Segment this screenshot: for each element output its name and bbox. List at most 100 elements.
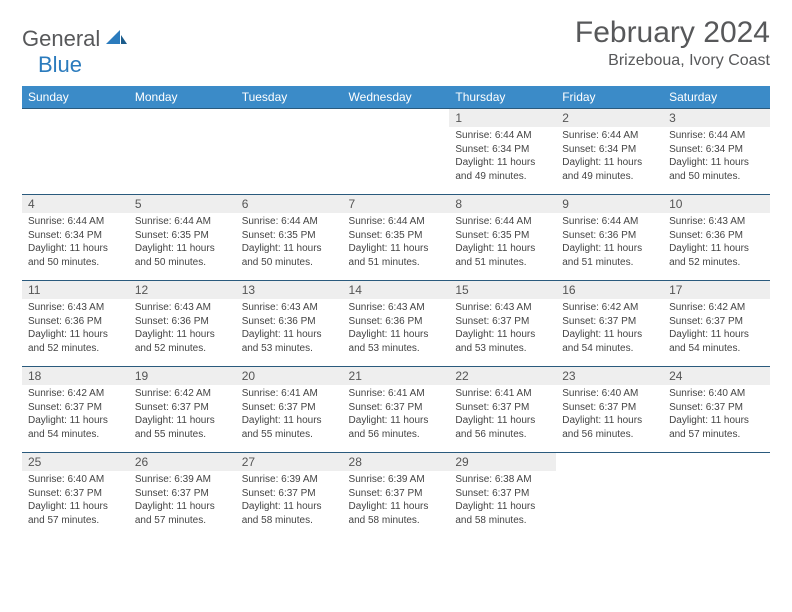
day-info: Sunrise: 6:41 AMSunset: 6:37 PMDaylight:… (343, 385, 450, 443)
day-number: 22 (449, 367, 556, 385)
day-info: Sunrise: 6:44 AMSunset: 6:34 PMDaylight:… (22, 213, 129, 271)
day-info: Sunrise: 6:43 AMSunset: 6:36 PMDaylight:… (129, 299, 236, 357)
calendar-cell: 6Sunrise: 6:44 AMSunset: 6:35 PMDaylight… (236, 195, 343, 281)
day-number: 29 (449, 453, 556, 471)
day-number: 2 (556, 109, 663, 127)
weekday-saturday: Saturday (663, 86, 770, 109)
day-info: Sunrise: 6:44 AMSunset: 6:35 PMDaylight:… (236, 213, 343, 271)
calendar-cell: 7Sunrise: 6:44 AMSunset: 6:35 PMDaylight… (343, 195, 450, 281)
day-info: Sunrise: 6:44 AMSunset: 6:36 PMDaylight:… (556, 213, 663, 271)
calendar-cell: 10Sunrise: 6:43 AMSunset: 6:36 PMDayligh… (663, 195, 770, 281)
day-info: Sunrise: 6:43 AMSunset: 6:36 PMDaylight:… (663, 213, 770, 271)
day-info: Sunrise: 6:39 AMSunset: 6:37 PMDaylight:… (129, 471, 236, 529)
day-info: Sunrise: 6:41 AMSunset: 6:37 PMDaylight:… (449, 385, 556, 443)
month-title: February 2024 (575, 16, 770, 50)
day-info: Sunrise: 6:38 AMSunset: 6:37 PMDaylight:… (449, 471, 556, 529)
calendar-cell: 29Sunrise: 6:38 AMSunset: 6:37 PMDayligh… (449, 453, 556, 539)
location-label: Brizeboua, Ivory Coast (575, 52, 770, 70)
calendar-cell (343, 109, 450, 195)
calendar-cell: 26Sunrise: 6:39 AMSunset: 6:37 PMDayligh… (129, 453, 236, 539)
day-number: 13 (236, 281, 343, 299)
calendar-cell: 9Sunrise: 6:44 AMSunset: 6:36 PMDaylight… (556, 195, 663, 281)
calendar-cell (236, 109, 343, 195)
day-info: Sunrise: 6:40 AMSunset: 6:37 PMDaylight:… (556, 385, 663, 443)
calendar-cell: 16Sunrise: 6:42 AMSunset: 6:37 PMDayligh… (556, 281, 663, 367)
calendar-cell: 28Sunrise: 6:39 AMSunset: 6:37 PMDayligh… (343, 453, 450, 539)
day-number: 24 (663, 367, 770, 385)
weekday-wednesday: Wednesday (343, 86, 450, 109)
calendar-cell: 20Sunrise: 6:41 AMSunset: 6:37 PMDayligh… (236, 367, 343, 453)
calendar-cell: 18Sunrise: 6:42 AMSunset: 6:37 PMDayligh… (22, 367, 129, 453)
day-info: Sunrise: 6:44 AMSunset: 6:34 PMDaylight:… (556, 127, 663, 185)
day-info: Sunrise: 6:43 AMSunset: 6:36 PMDaylight:… (236, 299, 343, 357)
calendar-cell: 22Sunrise: 6:41 AMSunset: 6:37 PMDayligh… (449, 367, 556, 453)
day-number: 3 (663, 109, 770, 127)
day-number: 16 (556, 281, 663, 299)
calendar-cell: 2Sunrise: 6:44 AMSunset: 6:34 PMDaylight… (556, 109, 663, 195)
day-number: 6 (236, 195, 343, 213)
weekday-monday: Monday (129, 86, 236, 109)
day-info: Sunrise: 6:41 AMSunset: 6:37 PMDaylight:… (236, 385, 343, 443)
day-info: Sunrise: 6:43 AMSunset: 6:36 PMDaylight:… (22, 299, 129, 357)
calendar-cell: 12Sunrise: 6:43 AMSunset: 6:36 PMDayligh… (129, 281, 236, 367)
day-number: 17 (663, 281, 770, 299)
day-number: 5 (129, 195, 236, 213)
calendar-cell (663, 453, 770, 539)
calendar-table: Sunday Monday Tuesday Wednesday Thursday… (22, 86, 770, 539)
calendar-cell: 13Sunrise: 6:43 AMSunset: 6:36 PMDayligh… (236, 281, 343, 367)
calendar-cell (129, 109, 236, 195)
day-info: Sunrise: 6:44 AMSunset: 6:35 PMDaylight:… (449, 213, 556, 271)
day-info: Sunrise: 6:40 AMSunset: 6:37 PMDaylight:… (663, 385, 770, 443)
calendar-cell: 19Sunrise: 6:42 AMSunset: 6:37 PMDayligh… (129, 367, 236, 453)
calendar-cell (22, 109, 129, 195)
day-number: 9 (556, 195, 663, 213)
day-number: 19 (129, 367, 236, 385)
logo: General (22, 26, 132, 52)
calendar-cell: 25Sunrise: 6:40 AMSunset: 6:37 PMDayligh… (22, 453, 129, 539)
day-info: Sunrise: 6:42 AMSunset: 6:37 PMDaylight:… (663, 299, 770, 357)
calendar-cell: 4Sunrise: 6:44 AMSunset: 6:34 PMDaylight… (22, 195, 129, 281)
day-info: Sunrise: 6:42 AMSunset: 6:37 PMDaylight:… (556, 299, 663, 357)
calendar-row: 18Sunrise: 6:42 AMSunset: 6:37 PMDayligh… (22, 367, 770, 453)
calendar-cell: 21Sunrise: 6:41 AMSunset: 6:37 PMDayligh… (343, 367, 450, 453)
day-number: 4 (22, 195, 129, 213)
day-number: 18 (22, 367, 129, 385)
day-number: 20 (236, 367, 343, 385)
day-info: Sunrise: 6:42 AMSunset: 6:37 PMDaylight:… (22, 385, 129, 443)
calendar-row: 4Sunrise: 6:44 AMSunset: 6:34 PMDaylight… (22, 195, 770, 281)
day-info: Sunrise: 6:43 AMSunset: 6:37 PMDaylight:… (449, 299, 556, 357)
weekday-tuesday: Tuesday (236, 86, 343, 109)
calendar-row: 1Sunrise: 6:44 AMSunset: 6:34 PMDaylight… (22, 109, 770, 195)
day-number: 8 (449, 195, 556, 213)
calendar-cell: 24Sunrise: 6:40 AMSunset: 6:37 PMDayligh… (663, 367, 770, 453)
calendar-cell: 14Sunrise: 6:43 AMSunset: 6:36 PMDayligh… (343, 281, 450, 367)
day-info: Sunrise: 6:44 AMSunset: 6:35 PMDaylight:… (129, 213, 236, 271)
day-number: 14 (343, 281, 450, 299)
calendar-cell: 1Sunrise: 6:44 AMSunset: 6:34 PMDaylight… (449, 109, 556, 195)
day-info: Sunrise: 6:44 AMSunset: 6:34 PMDaylight:… (663, 127, 770, 185)
day-number: 23 (556, 367, 663, 385)
calendar-cell (556, 453, 663, 539)
calendar-cell: 8Sunrise: 6:44 AMSunset: 6:35 PMDaylight… (449, 195, 556, 281)
day-number: 12 (129, 281, 236, 299)
calendar-cell: 23Sunrise: 6:40 AMSunset: 6:37 PMDayligh… (556, 367, 663, 453)
logo-text-general: General (22, 26, 100, 52)
day-number: 21 (343, 367, 450, 385)
day-number: 11 (22, 281, 129, 299)
day-info: Sunrise: 6:40 AMSunset: 6:37 PMDaylight:… (22, 471, 129, 529)
day-info: Sunrise: 6:44 AMSunset: 6:35 PMDaylight:… (343, 213, 450, 271)
day-info: Sunrise: 6:39 AMSunset: 6:37 PMDaylight:… (236, 471, 343, 529)
day-number: 7 (343, 195, 450, 213)
logo-sail-icon (104, 28, 128, 51)
day-info: Sunrise: 6:43 AMSunset: 6:36 PMDaylight:… (343, 299, 450, 357)
day-number: 10 (663, 195, 770, 213)
logo-text-blue: Blue (38, 52, 82, 78)
day-number: 27 (236, 453, 343, 471)
day-number: 25 (22, 453, 129, 471)
day-number: 15 (449, 281, 556, 299)
calendar-cell: 3Sunrise: 6:44 AMSunset: 6:34 PMDaylight… (663, 109, 770, 195)
day-info: Sunrise: 6:42 AMSunset: 6:37 PMDaylight:… (129, 385, 236, 443)
day-number: 26 (129, 453, 236, 471)
calendar-row: 11Sunrise: 6:43 AMSunset: 6:36 PMDayligh… (22, 281, 770, 367)
day-number: 28 (343, 453, 450, 471)
